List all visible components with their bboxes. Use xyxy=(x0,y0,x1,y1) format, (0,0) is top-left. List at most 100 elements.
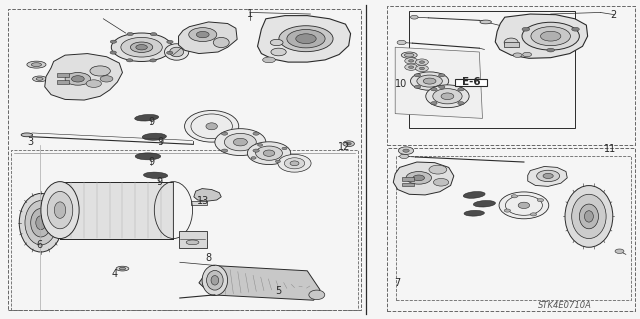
Polygon shape xyxy=(495,14,588,58)
Ellipse shape xyxy=(25,201,57,245)
Ellipse shape xyxy=(474,201,495,207)
Polygon shape xyxy=(179,22,237,54)
Ellipse shape xyxy=(572,194,606,239)
Polygon shape xyxy=(45,54,122,100)
Circle shape xyxy=(90,66,110,76)
Ellipse shape xyxy=(135,153,161,160)
Ellipse shape xyxy=(142,133,166,140)
Ellipse shape xyxy=(262,57,275,63)
Ellipse shape xyxy=(522,22,579,50)
Ellipse shape xyxy=(33,76,47,82)
Ellipse shape xyxy=(401,52,417,58)
Circle shape xyxy=(414,74,420,77)
Circle shape xyxy=(271,48,286,56)
Text: 11: 11 xyxy=(604,145,616,154)
Text: 10: 10 xyxy=(396,78,408,89)
Ellipse shape xyxy=(404,53,414,57)
Ellipse shape xyxy=(518,202,530,209)
Ellipse shape xyxy=(309,290,324,300)
Ellipse shape xyxy=(296,34,316,44)
Ellipse shape xyxy=(184,110,239,142)
Circle shape xyxy=(458,88,464,91)
Polygon shape xyxy=(194,189,221,201)
Circle shape xyxy=(538,198,543,202)
Circle shape xyxy=(408,66,413,69)
Polygon shape xyxy=(199,265,320,300)
Circle shape xyxy=(397,40,406,45)
Ellipse shape xyxy=(119,267,125,270)
Text: 9: 9 xyxy=(157,137,164,147)
Ellipse shape xyxy=(278,154,311,172)
Circle shape xyxy=(511,195,518,198)
Circle shape xyxy=(403,149,409,152)
Ellipse shape xyxy=(225,133,256,151)
Circle shape xyxy=(431,88,437,91)
Ellipse shape xyxy=(410,72,449,90)
Circle shape xyxy=(72,76,84,82)
Ellipse shape xyxy=(202,265,228,295)
Ellipse shape xyxy=(21,133,33,137)
Ellipse shape xyxy=(480,20,492,24)
Circle shape xyxy=(343,141,355,146)
Circle shape xyxy=(399,154,408,159)
Ellipse shape xyxy=(47,191,73,229)
Ellipse shape xyxy=(41,182,79,239)
Circle shape xyxy=(414,85,420,88)
Circle shape xyxy=(537,170,559,182)
Ellipse shape xyxy=(36,78,43,80)
Circle shape xyxy=(513,53,522,57)
Ellipse shape xyxy=(499,192,548,219)
Ellipse shape xyxy=(19,194,63,252)
Ellipse shape xyxy=(121,37,163,57)
Ellipse shape xyxy=(531,27,570,46)
Ellipse shape xyxy=(287,30,325,48)
Circle shape xyxy=(150,33,157,36)
Ellipse shape xyxy=(255,146,282,160)
Text: STK4E0710A: STK4E0710A xyxy=(538,301,592,310)
Ellipse shape xyxy=(27,61,46,68)
Circle shape xyxy=(504,209,511,212)
Ellipse shape xyxy=(131,42,153,52)
Polygon shape xyxy=(528,167,567,186)
Ellipse shape xyxy=(54,202,66,218)
Ellipse shape xyxy=(423,78,436,84)
Circle shape xyxy=(221,149,228,152)
Circle shape xyxy=(404,64,417,70)
Circle shape xyxy=(270,39,283,46)
Circle shape xyxy=(429,165,447,174)
Bar xyxy=(401,182,414,186)
Ellipse shape xyxy=(116,266,129,271)
Circle shape xyxy=(458,102,464,105)
Text: 7: 7 xyxy=(395,278,401,288)
Ellipse shape xyxy=(215,129,266,156)
Bar xyxy=(58,73,69,77)
Circle shape xyxy=(346,142,351,145)
Circle shape xyxy=(572,27,579,31)
Bar xyxy=(11,150,358,310)
Ellipse shape xyxy=(111,33,172,62)
Circle shape xyxy=(257,144,262,146)
Circle shape xyxy=(522,27,530,31)
Circle shape xyxy=(615,249,624,253)
Text: 9: 9 xyxy=(156,177,163,187)
Text: 1: 1 xyxy=(247,9,253,19)
Polygon shape xyxy=(395,47,483,118)
Bar xyxy=(179,231,207,248)
Circle shape xyxy=(127,33,133,36)
Circle shape xyxy=(419,67,424,70)
Bar xyxy=(58,80,69,84)
Circle shape xyxy=(410,15,418,19)
Ellipse shape xyxy=(134,115,159,121)
Ellipse shape xyxy=(584,211,593,222)
Bar xyxy=(504,41,520,47)
Ellipse shape xyxy=(504,38,518,47)
Ellipse shape xyxy=(186,240,199,245)
Circle shape xyxy=(251,157,256,159)
Circle shape xyxy=(433,178,449,186)
Circle shape xyxy=(167,40,173,43)
Ellipse shape xyxy=(136,45,147,50)
Circle shape xyxy=(253,149,259,152)
Ellipse shape xyxy=(31,63,42,67)
Circle shape xyxy=(196,32,209,38)
Text: 5: 5 xyxy=(275,286,282,296)
